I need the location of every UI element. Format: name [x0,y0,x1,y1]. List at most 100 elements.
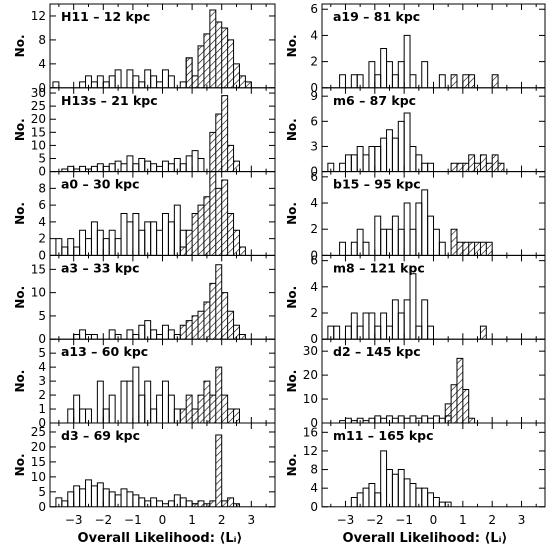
open-bar [391,473,399,507]
open-bar [380,450,388,507]
y-axis-label: No. [285,202,299,225]
open-bar [108,75,116,88]
hatched-bar [192,503,199,507]
open-bar [52,81,60,88]
hatched-bar [486,163,493,172]
open-bar [126,380,134,423]
open-bar [339,241,346,256]
hatched-bar [186,395,193,423]
y-tick-label: 0 [310,332,318,346]
open-bar [162,69,169,88]
open-bar [327,162,335,172]
hatched-bar [198,205,204,256]
open-bar [102,81,110,88]
hatched-bar [239,334,246,340]
y-tick-label: 10 [31,470,46,484]
open-bar [114,334,122,340]
y-tick-label: 5 [38,485,46,499]
open-bar [374,325,382,340]
hatched-bar [209,283,216,340]
open-bar [150,408,158,423]
x-tick-label: −3 [337,513,355,527]
hatched-bar [198,45,204,88]
y-tick-label: 0 [310,81,318,95]
x-tick-label: −2 [94,513,112,527]
open-bar [179,497,187,507]
open-bar [120,380,128,423]
open-bar [427,492,434,507]
open-bar [397,120,405,172]
open-bar [138,324,146,340]
hatched-bar [468,242,475,256]
open-bar [67,408,75,423]
open-bar [126,491,134,507]
hatched-bar [215,113,222,172]
hatched-bar [227,145,234,172]
hatched-bar [474,242,481,256]
hatched-bar [221,179,228,256]
open-bar [421,487,429,507]
histogram-panel: 0 5 10 15 No. a3 – 33 kpc [13,254,276,346]
y-tick-label: 0 [38,416,46,430]
y-tick-label: 16 [303,425,318,439]
open-bar [96,229,104,256]
hatched-bar [451,229,457,256]
open-bar [356,145,364,172]
hatched-bar [486,242,493,256]
hatched-bar [186,230,193,256]
hatched-bar [227,311,234,340]
y-tick-label: 3 [310,139,318,153]
open-bar [167,221,175,256]
open-bar [421,299,429,340]
panel-title: m6 – 87 kpc [333,93,416,108]
open-bar [73,394,81,423]
open-bar [156,165,163,172]
hatched-bar [221,395,228,423]
open-bar [397,469,405,507]
hatched-bar [480,154,487,172]
x-tick-label: 2 [218,513,226,527]
open-bar [380,137,388,172]
open-bar [374,74,382,88]
y-tick-label: 30 [31,86,46,100]
histogram-panel: 0 3 6 9 No. m6 – 87 kpc [285,87,546,179]
y-tick-label: 15 [31,125,46,139]
hatched-bar [456,358,463,423]
x-tick-label: 0 [159,513,167,527]
open-bar [102,408,110,423]
panel-title: a3 – 33 kpc [61,260,140,275]
hatched-bar [233,325,240,340]
open-bar [438,417,446,423]
open-bar [344,325,352,340]
open-bar [433,415,440,423]
open-bar [138,81,146,88]
open-bar [197,158,205,172]
y-tick-label: 8 [310,463,318,477]
open-bar [350,312,358,340]
open-bar [403,202,411,256]
open-bar [79,229,87,256]
open-bar [79,488,87,507]
open-bar [391,299,399,340]
open-bar [173,334,181,340]
open-bar [132,494,140,507]
open-bar [108,163,116,172]
hatched-bar [227,213,234,256]
y-tick-label: 12 [31,9,46,23]
open-bar [156,229,163,256]
hatched-bar [468,74,475,88]
y-tick-label: 0 [38,165,46,179]
x-tick-label: 3 [247,513,255,527]
hatched-bar [498,163,504,172]
histogram-panel: 0 2 4 6 8 No. a0 – 30 kpc [13,171,276,262]
histogram-panel: 0 4 8 12 No. H11 – 12 kpc [13,3,276,95]
open-bar [90,81,98,88]
y-tick-label: 8 [38,181,46,195]
histogram-panel: 0 10 20 30 No. d2 – 145 kpc [285,338,546,430]
hatched-bar [445,403,452,423]
open-bar [162,213,169,256]
open-bar [108,394,116,423]
open-bar [90,221,98,256]
hatched-bar [492,154,499,172]
